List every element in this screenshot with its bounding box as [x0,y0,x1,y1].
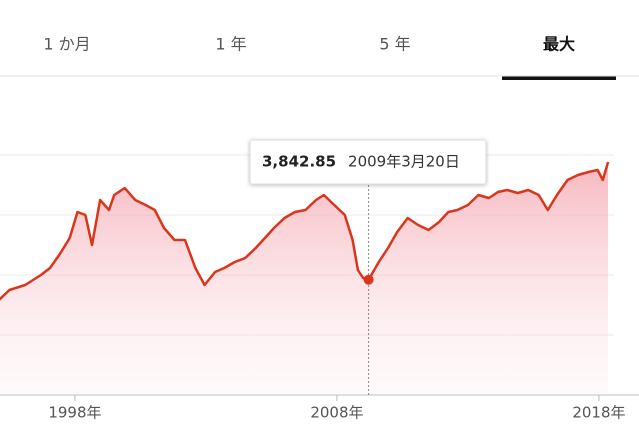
tab-label[interactable]: 1 年 [215,35,246,54]
tab-underline [502,76,616,80]
x-tick-label: 2008年 [310,404,363,422]
line [0,161,610,301]
tooltip-date: 2009年3月20日 [348,153,460,171]
x-tick-label: 1998年 [48,404,101,422]
area [0,162,609,395]
tab-label[interactable]: 5 年 [379,35,410,54]
tooltip-value: 3,842.85 [262,153,336,171]
hover-point [363,274,374,285]
tab-label[interactable]: 1 か月 [43,35,90,54]
tab-bar: 1 か月 1 年 5 年 最大 [43,35,616,80]
tab-label[interactable]: 最大 [543,35,575,54]
tooltip-box [249,139,487,185]
plot: 1998年 2008年 2018年 3,842.85 2009年3月20日 [0,139,639,422]
x-tick-label: 2018年 [572,404,625,422]
